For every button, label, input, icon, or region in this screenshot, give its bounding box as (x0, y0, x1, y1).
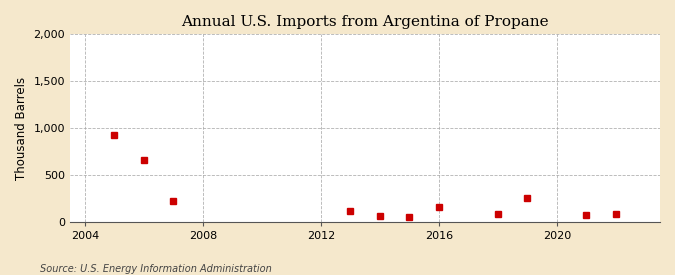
Y-axis label: Thousand Barrels: Thousand Barrels (15, 76, 28, 180)
Text: Source: U.S. Energy Information Administration: Source: U.S. Energy Information Administ… (40, 264, 272, 274)
Title: Annual U.S. Imports from Argentina of Propane: Annual U.S. Imports from Argentina of Pr… (181, 15, 549, 29)
